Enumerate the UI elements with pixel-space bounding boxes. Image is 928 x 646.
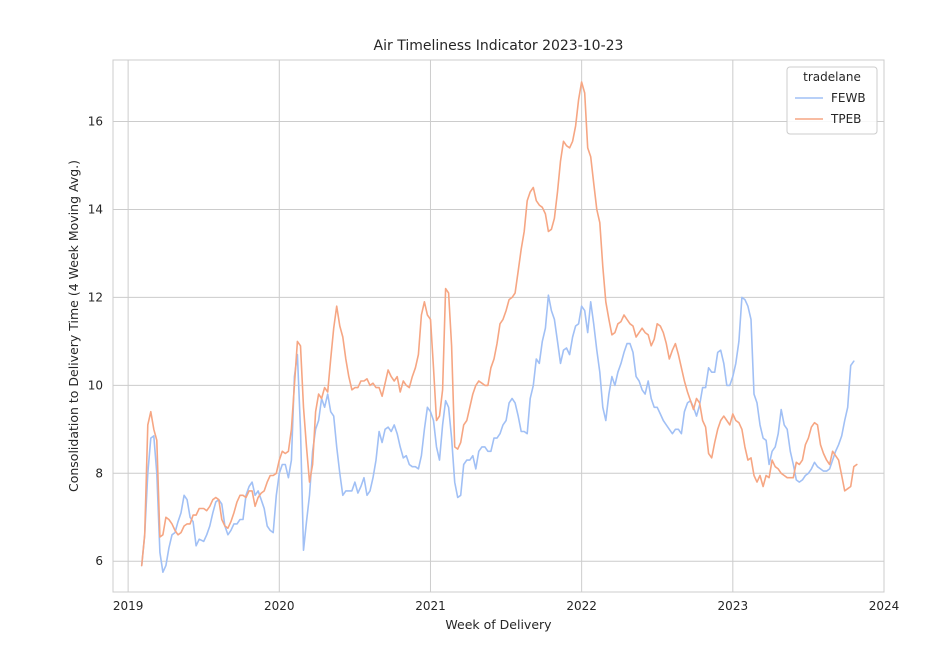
tick-labels: 2019 2020 2021 2022 2023 2024 6 8 10 12 14 16 xyxy=(88,115,900,613)
y-tick-label: 14 xyxy=(88,202,103,216)
y-axis-label: Consolidation to Delivery Time (4 Week M… xyxy=(66,160,81,492)
legend-label-fewb: FEWB xyxy=(831,91,866,105)
legend-title: tradelane xyxy=(803,70,861,84)
y-tick-label: 16 xyxy=(88,115,103,129)
x-tick-label: 2023 xyxy=(718,599,749,613)
series-layer xyxy=(140,81,858,573)
x-tick-label: 2022 xyxy=(566,599,597,613)
x-tick-label: 2021 xyxy=(415,599,446,613)
chart-title: Air Timeliness Indicator 2023-10-23 xyxy=(374,38,624,54)
y-tick-label: 8 xyxy=(95,466,103,480)
legend: tradelane FEWB TPEB xyxy=(786,66,878,135)
y-tick-label: 12 xyxy=(88,290,103,304)
legend-box xyxy=(786,66,878,135)
legend-label-tpeb: TPEB xyxy=(830,112,861,126)
x-tick-label: 2019 xyxy=(113,599,144,613)
plot-frame xyxy=(112,59,885,593)
plot-area xyxy=(113,60,884,592)
series-line-tpeb xyxy=(140,81,858,567)
x-tick-label: 2020 xyxy=(264,599,295,613)
series-line-fewb xyxy=(140,294,855,573)
y-tick-label: 6 xyxy=(95,554,103,568)
x-tick-label: 2024 xyxy=(869,599,900,613)
y-tick-label: 10 xyxy=(88,378,103,392)
x-axis-label: Week of Delivery xyxy=(445,617,552,632)
